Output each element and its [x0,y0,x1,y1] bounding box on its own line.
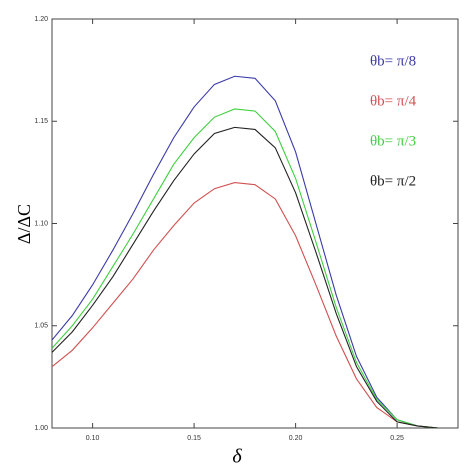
legend-label: θb= π/8 [370,53,416,69]
y-tick-label: 1.20 [34,16,48,23]
series-line [51,126,438,429]
y-tick-label: 1.00 [34,425,48,432]
series-line [51,75,438,429]
series-line [51,182,438,429]
series-line [51,108,438,429]
y-tick-label: 1.15 [34,118,48,125]
legend-label: θb= π/2 [370,173,416,189]
plot-frame [51,18,459,429]
legend-label: θb= π/3 [370,133,416,149]
x-tick-label: 0.15 [187,435,201,442]
y-tick-label: 1.05 [34,323,48,330]
y-axis-label: Δ/ΔC [14,204,34,244]
legend-label: θb= π/4 [370,93,417,109]
x-tick-label: 0.10 [86,435,100,442]
x-axis-label: δ [232,446,242,468]
y-tick-label: 1.10 [34,220,48,227]
x-tick-label: 0.25 [390,435,404,442]
x-tick-label: 0.20 [289,435,303,442]
